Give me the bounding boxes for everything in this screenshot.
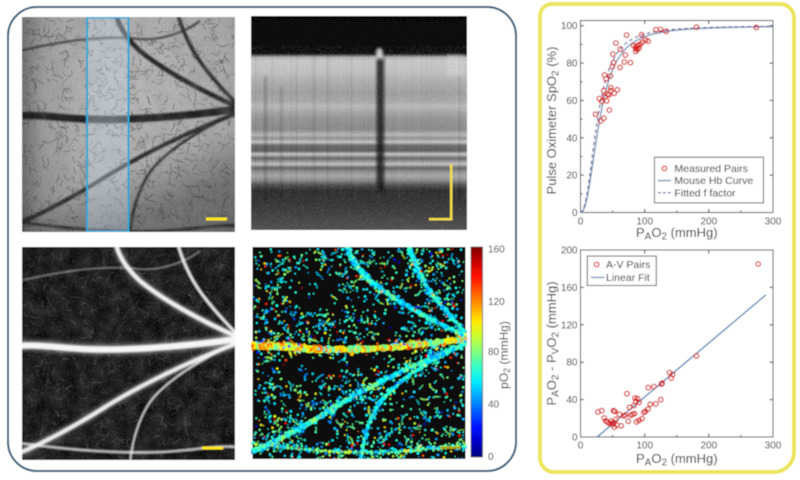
svg-text:40: 40 [566,133,578,144]
svg-text:300: 300 [765,216,782,227]
svg-text:PAO2 (mmHg): PAO2 (mmHg) [636,225,718,240]
svg-text:200: 200 [700,216,717,227]
svg-text:100: 100 [636,440,653,451]
svg-text:80: 80 [566,59,578,70]
svg-text:0: 0 [572,433,578,444]
svg-text:pO2 (mmHg): pO2 (mmHg) [497,321,512,389]
svg-text:120: 120 [561,320,578,331]
svg-text:Mouse Hb Curve: Mouse Hb Curve [674,175,753,187]
svg-text:60: 60 [566,96,578,107]
svg-text:Measured Pairs: Measured Pairs [674,163,748,175]
svg-text:A-V Pairs: A-V Pairs [606,259,650,271]
svg-text:0: 0 [578,440,584,451]
svg-text:80: 80 [488,347,500,358]
svg-text:100: 100 [636,216,653,227]
svg-text:40: 40 [566,395,578,406]
svg-text:0: 0 [488,452,494,463]
svg-text:20: 20 [566,171,578,182]
svg-text:160: 160 [561,283,578,294]
svg-text:0: 0 [578,216,584,227]
svg-text:100: 100 [561,21,578,32]
svg-text:PAO2 (mmHg): PAO2 (mmHg) [636,451,718,468]
svg-text:40: 40 [488,400,500,411]
svg-text:120: 120 [488,297,505,308]
svg-text:200: 200 [561,246,578,257]
svg-text:0: 0 [572,208,578,219]
svg-text:80: 80 [566,358,578,369]
svg-text:300: 300 [765,440,782,451]
svg-text:Fitted f factor: Fitted f factor [674,187,736,199]
svg-text:PAO2 - PVO2 (mmHg): PAO2 - PVO2 (mmHg) [544,281,561,405]
svg-text:Pulse Oximeter SpO2 (%): Pulse Oximeter SpO2 (%) [544,47,561,195]
svg-text:160: 160 [488,245,505,256]
svg-text:Linear Fit: Linear Fit [606,272,650,284]
svg-text:200: 200 [700,440,717,451]
